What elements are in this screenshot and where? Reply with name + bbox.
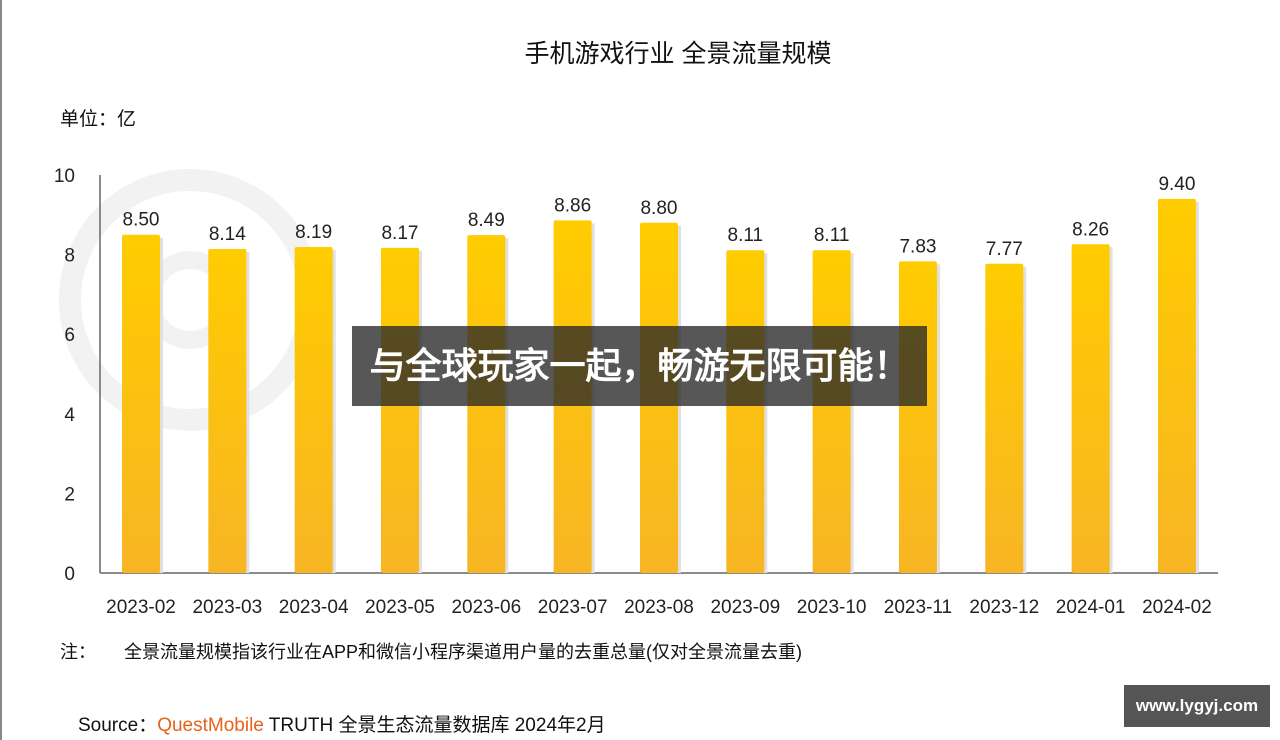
x-tick-label: 2023-04	[279, 597, 349, 618]
data-label: 8.86	[554, 195, 591, 216]
y-tick-label: 10	[54, 166, 75, 187]
note-label: 注：	[60, 642, 96, 662]
x-tick-label: 2023-11	[884, 597, 952, 618]
data-label: 8.14	[209, 224, 246, 245]
source-text: TRUTH 全景生态流量数据库 2024年2月	[263, 715, 606, 736]
x-tick-label: 2023-10	[797, 597, 867, 618]
x-tick-label: 2024-02	[1142, 597, 1212, 618]
bar	[294, 247, 333, 573]
site-badge[interactable]: www.lygyj.com	[1124, 685, 1270, 727]
data-label: 8.11	[814, 225, 850, 246]
watermark-logo	[59, 169, 321, 431]
y-tick-label: 2	[64, 484, 75, 505]
promo-banner: 与全球玩家一起，畅游无限可能！	[352, 326, 927, 406]
source-line: Source：QuestMobile TRUTH 全景生态流量数据库 2024年…	[78, 710, 606, 737]
x-tick-label: 2023-03	[192, 597, 262, 618]
unit-label: 单位：亿	[60, 109, 137, 130]
data-label: 8.80	[640, 198, 677, 219]
bar	[1071, 244, 1110, 573]
x-tick-label: 2023-06	[451, 597, 521, 618]
bar	[985, 263, 1024, 573]
x-tick-label: 2024-01	[1056, 597, 1126, 618]
y-tick-label: 6	[64, 325, 75, 346]
source-label: Source：	[78, 715, 158, 736]
y-tick-label: 4	[64, 405, 75, 426]
x-tick-label: 2023-05	[365, 597, 435, 618]
data-label: 7.77	[986, 239, 1023, 260]
x-tick-label: 2023-12	[969, 597, 1039, 618]
data-label: 8.50	[123, 210, 160, 231]
data-label: 8.11	[728, 225, 764, 246]
data-label: 8.17	[381, 223, 418, 244]
y-tick-label: 8	[64, 246, 75, 267]
bar	[898, 261, 937, 573]
y-tick-label: 0	[64, 564, 75, 585]
bar	[208, 249, 247, 573]
bar	[726, 250, 765, 574]
x-tick-label: 2023-07	[538, 597, 608, 618]
data-label: 9.40	[1158, 174, 1195, 195]
x-tick-label: 2023-02	[106, 597, 176, 618]
bar	[812, 250, 851, 574]
bar	[380, 247, 419, 574]
bar	[122, 234, 160, 573]
data-label: 7.83	[899, 236, 936, 257]
note-text: 全景流量规模指该行业在APP和微信小程序渠道用户量的去重总量(仅对全景流量去重)	[124, 642, 803, 662]
x-tick-label: 2023-09	[710, 597, 780, 618]
x-tick-label: 2023-08	[624, 597, 694, 618]
data-label: 8.49	[468, 210, 505, 231]
data-label: 8.26	[1072, 219, 1109, 240]
chart-title: 手机游戏行业 全景流量规模	[524, 40, 832, 68]
data-label: 8.19	[295, 222, 332, 243]
source-brand: QuestMobile	[157, 715, 264, 736]
chart-note: 注： 全景流量规模指该行业在APP和微信小程序渠道用户量的去重总量(仅对全景流量去…	[60, 638, 802, 664]
bar	[1157, 198, 1196, 573]
